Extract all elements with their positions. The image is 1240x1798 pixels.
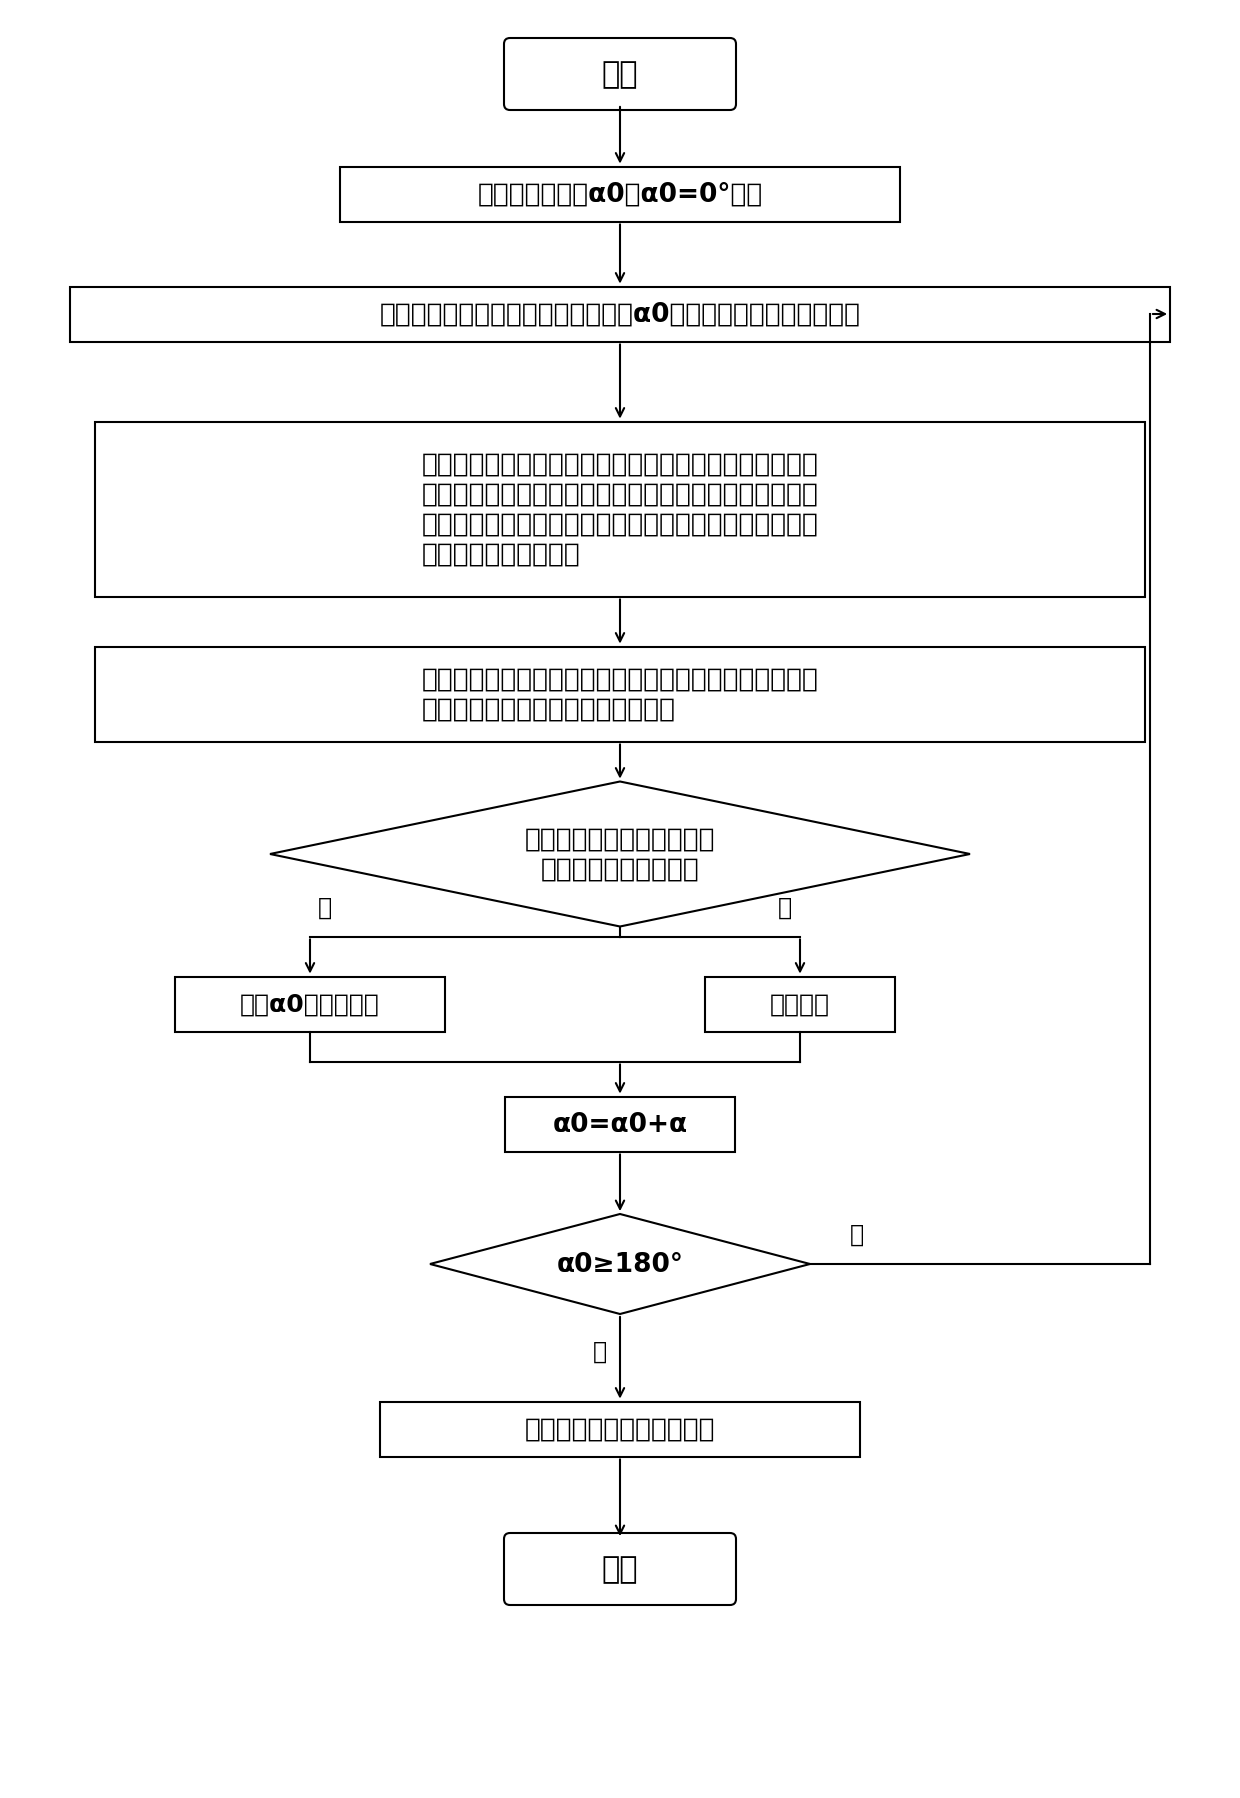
Bar xyxy=(95,647,1145,743)
Text: 开始: 开始 xyxy=(601,61,639,90)
Text: 否: 否 xyxy=(849,1223,864,1246)
Text: 否: 否 xyxy=(777,895,792,919)
Bar xyxy=(340,167,900,223)
Text: 是: 是 xyxy=(317,895,332,919)
Text: 选取初始纵剖面α0（α0=0°）；: 选取初始纵剖面α0（α0=0°）； xyxy=(477,182,763,209)
Text: 结束: 结束 xyxy=(601,1555,639,1584)
Text: 比较同一入射方向下每一空间点的太赫兹反射时域波形与
非缺陷区域的太赫兹反射时域波形；: 比较同一入射方向下每一空间点的太赫兹反射时域波形与 非缺陷区域的太赫兹反射时域波… xyxy=(422,667,818,723)
Bar xyxy=(175,976,445,1032)
FancyBboxPatch shape xyxy=(503,1534,737,1606)
Bar xyxy=(379,1402,861,1456)
Text: 在支柱绝缘子的主界面（外表面）与α0的相交线上取若干待测点；: 在支柱绝缘子的主界面（外表面）与α0的相交线上取若干待测点； xyxy=(379,302,861,327)
Bar xyxy=(69,288,1171,342)
Text: 记录α0及缺陷信息: 记录α0及缺陷信息 xyxy=(241,992,379,1016)
FancyBboxPatch shape xyxy=(503,40,737,111)
Text: 是: 是 xyxy=(593,1340,608,1363)
Text: 设置太赫兹波在反射模式下以设定入射方向获取每一空间
点的太赫兹反射时域波形，每一空间点在所述主界面、所
述第二界面、所述第一界面处依次形成主脉冲、第一回波
脉冲: 设置太赫兹波在反射模式下以设定入射方向获取每一空间 点的太赫兹反射时域波形，每一… xyxy=(422,451,818,568)
Text: 是否出现第三回波脉冲或所
述回波脉冲能量变大？: 是否出现第三回波脉冲或所 述回波脉冲能量变大？ xyxy=(525,827,715,883)
Bar xyxy=(95,423,1145,597)
Polygon shape xyxy=(270,782,970,928)
Bar xyxy=(505,1097,735,1153)
Text: α0≥180°: α0≥180° xyxy=(557,1251,683,1277)
Text: 界面正常: 界面正常 xyxy=(770,992,830,1016)
Text: 确定支柱绝缘子的缺陷信息: 确定支柱绝缘子的缺陷信息 xyxy=(525,1417,715,1442)
Bar xyxy=(706,976,895,1032)
Polygon shape xyxy=(430,1214,810,1314)
Text: α0=α0+α: α0=α0+α xyxy=(553,1111,687,1138)
